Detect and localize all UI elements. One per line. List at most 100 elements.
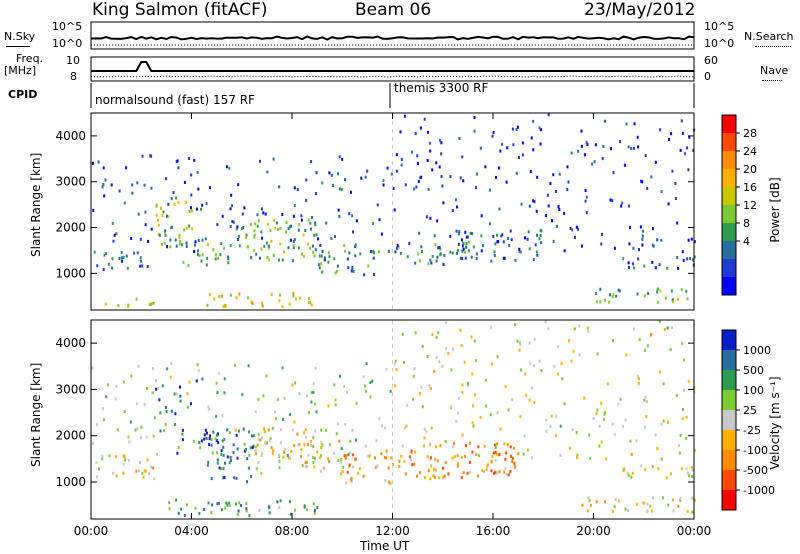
xtick-label: 08:00 [275,524,310,538]
nsky-strip [90,21,695,50]
power-cell [595,300,598,304]
velocity-cell [533,400,536,404]
velocity-cell [205,436,208,440]
power-cell [139,264,142,268]
power-cell [113,233,116,237]
velocity-cell [637,381,640,385]
power-cell [511,127,514,131]
velocity-cell [174,422,177,426]
velocity-cell [151,391,154,395]
velocity-cell [568,446,571,450]
power-cell [212,248,215,252]
velocity-cell [681,341,684,345]
power-cell [173,202,176,206]
velocity-cell [507,473,510,477]
velocity-cell [304,428,307,432]
power-cell [640,179,643,183]
nsky-line [90,35,695,41]
velocity-cell [423,427,426,431]
velocity-cell [387,466,390,470]
velocity-cell [401,444,404,448]
power-cell [225,165,228,169]
power-cell [677,266,680,270]
power-cell [521,153,524,157]
velocity-cell [662,496,665,500]
power-cell [464,256,467,260]
power-cell [185,200,188,204]
power-cell [111,266,114,270]
power-cell [514,258,517,262]
power-cell [672,300,675,304]
velocity-cell [532,364,535,367]
velocity-cell [223,438,226,441]
velocity-cell [496,411,499,415]
velocity-cell [581,503,584,507]
power-cell [436,255,439,259]
velocity-cell [143,402,146,406]
power-cell [164,233,167,237]
velocity-cell [494,450,497,454]
power-cell [288,225,291,229]
power-cell [104,302,107,306]
velocity-cell [499,427,502,431]
power-cell [473,129,476,133]
power-cell [584,199,587,203]
power-cell [91,161,94,165]
velocity-cell [578,353,581,357]
power-cell [538,237,541,241]
velocity-cell [395,368,398,371]
power-cell [172,191,175,194]
velocity-cell [544,320,547,324]
power-cell [155,204,158,208]
velocity-cell [228,431,231,435]
velocity-cell [183,514,186,517]
velocity-cell [494,458,497,462]
velocity-cell [294,381,297,385]
power-cell [194,240,197,244]
velocity-cell [152,434,155,438]
velocity-cell [279,428,282,432]
power-cell [131,183,134,187]
power-cell [439,138,441,142]
velocity-cell [128,440,131,444]
power-cell [224,304,227,308]
velocity-cell [503,470,506,474]
power-cell [621,201,624,205]
power-cell [687,238,690,242]
velocity-cell [220,508,223,512]
velocity-cell [613,433,616,437]
power-cell [237,183,240,187]
velocity-cell [430,387,432,390]
power-cell [330,173,333,177]
power-cell [462,247,465,251]
power-cell [238,244,241,248]
power-cell [190,209,193,212]
velocity-cell [222,453,225,457]
power-cell [219,253,222,257]
power-cell [139,256,142,259]
power-cell [439,253,442,257]
power-cell [218,295,221,298]
power-cell [471,232,474,236]
velocity-cell [475,359,478,362]
velocity-cell [561,377,564,381]
power-cell [141,154,144,158]
velocity-cell [587,496,590,500]
power-cell [650,175,653,179]
velocity-cell [203,437,206,441]
velocity-cell [288,500,291,504]
power-cell [454,198,457,202]
velocity-cell [222,445,225,449]
velocity-cell [442,476,445,479]
colorbar-swatch [722,187,736,205]
power-cell [169,226,172,230]
power-cell [213,297,216,301]
power-cell [655,266,658,270]
velocity-cell [339,374,341,378]
velocity-cell [327,404,330,408]
power-cell [430,261,433,265]
power-cell [299,296,302,300]
velocity-cell [276,398,279,402]
velocity-cell [686,510,689,514]
velocity-cell [426,355,429,358]
